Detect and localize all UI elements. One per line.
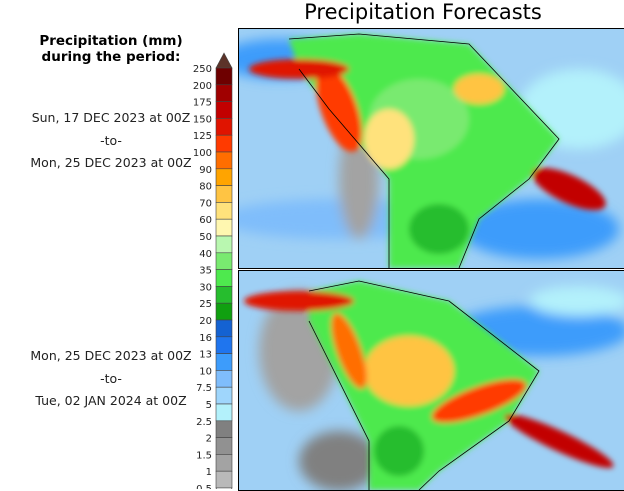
colorbar-segment [215, 336, 233, 354]
colorbar-tick-label: 7.5 [196, 383, 212, 394]
colorbar-segment [215, 353, 233, 371]
colorbar-tick-label: 1.5 [196, 450, 212, 461]
colorbar-segment [215, 67, 233, 86]
colorbar-segment [215, 151, 233, 170]
colorbar-tick-label: 250 [193, 64, 212, 75]
period-1-end: Mon, 25 DEC 2023 at 00Z [30, 155, 192, 170]
colorbar-segment [215, 302, 233, 321]
colorbar-tick-label: 35 [199, 266, 212, 277]
colorbar-tick-label: 90 [199, 165, 212, 176]
colorbar-tick-label: 100 [193, 148, 212, 159]
colorbar-tick-label: 40 [199, 249, 212, 260]
colorbar-tick-label: 50 [199, 232, 212, 243]
colorbar-tick-label: 60 [199, 215, 212, 226]
colorbar-segment [215, 202, 233, 220]
colorbar-tick-label: 16 [199, 333, 212, 344]
colorbar-tick-label: 25 [199, 299, 212, 310]
colorbar-segment [215, 252, 233, 270]
colorbar-segment [215, 168, 233, 186]
period-1-separator: -to- [100, 133, 122, 148]
colorbar-segment [215, 118, 233, 136]
period-2-end: Tue, 02 JAN 2024 at 00Z [35, 393, 187, 408]
colorbar-segment [215, 235, 233, 254]
coastline [288, 33, 560, 268]
colorbar-segment [215, 403, 233, 422]
map-panel-2 [238, 270, 624, 491]
period-1-start: Sun, 17 DEC 2023 at 00Z [31, 110, 191, 125]
legend-title-line-2: during the period: [41, 49, 181, 65]
colorbar-tick-label: 2.5 [196, 417, 212, 428]
colorbar-segment [215, 84, 233, 102]
colorbar-segment [215, 437, 233, 455]
period-2-start: Mon, 25 DEC 2023 at 00Z [30, 348, 192, 363]
colorbar-tick-label: 70 [199, 198, 212, 209]
precip-map-2 [244, 280, 624, 490]
colorbar-tick-label: 10 [199, 366, 212, 377]
colorbar-segment [215, 286, 233, 304]
legend-title: Precipitation (mm) during the period: [0, 33, 222, 65]
colorbar-tick-label: 80 [199, 182, 212, 193]
colorbar-segment [215, 454, 233, 472]
colorbar-segment [215, 101, 233, 119]
colorbar-segment [215, 134, 233, 153]
colorbar-tick-label: 2 [206, 434, 212, 445]
colorbar-segment [215, 185, 233, 203]
map-panel-1 [238, 28, 624, 269]
colorbar-over-triangle [215, 52, 233, 69]
colorbar-tick-label: 1 [206, 467, 212, 478]
colorbar-tick-label: 13 [199, 350, 212, 361]
colorbar-segment [215, 218, 233, 237]
colorbar-segment [215, 269, 233, 287]
colorbar-segment [215, 386, 233, 405]
colorbar: 2502001751501251009080706050403530252016… [193, 52, 233, 489]
colorbar-tick-label: 20 [199, 316, 212, 327]
chart-title: Precipitation Forecasts [304, 0, 542, 24]
colorbar-tick-label: 30 [199, 282, 212, 293]
colorbar-tick-label: 200 [193, 81, 212, 92]
colorbar-tick-label: 150 [193, 114, 212, 125]
colorbar-tick-label: 0.5 [196, 484, 212, 489]
colorbar-tick-label: 5 [206, 400, 212, 411]
precip-map-1 [239, 33, 624, 268]
legend-title-line-1: Precipitation (mm) [39, 33, 183, 49]
coastline [308, 280, 540, 490]
period-2-separator: -to- [100, 371, 122, 386]
colorbar-segment [215, 420, 233, 438]
colorbar-segment [215, 370, 233, 388]
colorbar-segment [215, 319, 233, 338]
colorbar-segment [215, 470, 233, 489]
colorbar-tick-label: 125 [193, 131, 212, 142]
colorbar-tick-label: 175 [193, 98, 212, 109]
